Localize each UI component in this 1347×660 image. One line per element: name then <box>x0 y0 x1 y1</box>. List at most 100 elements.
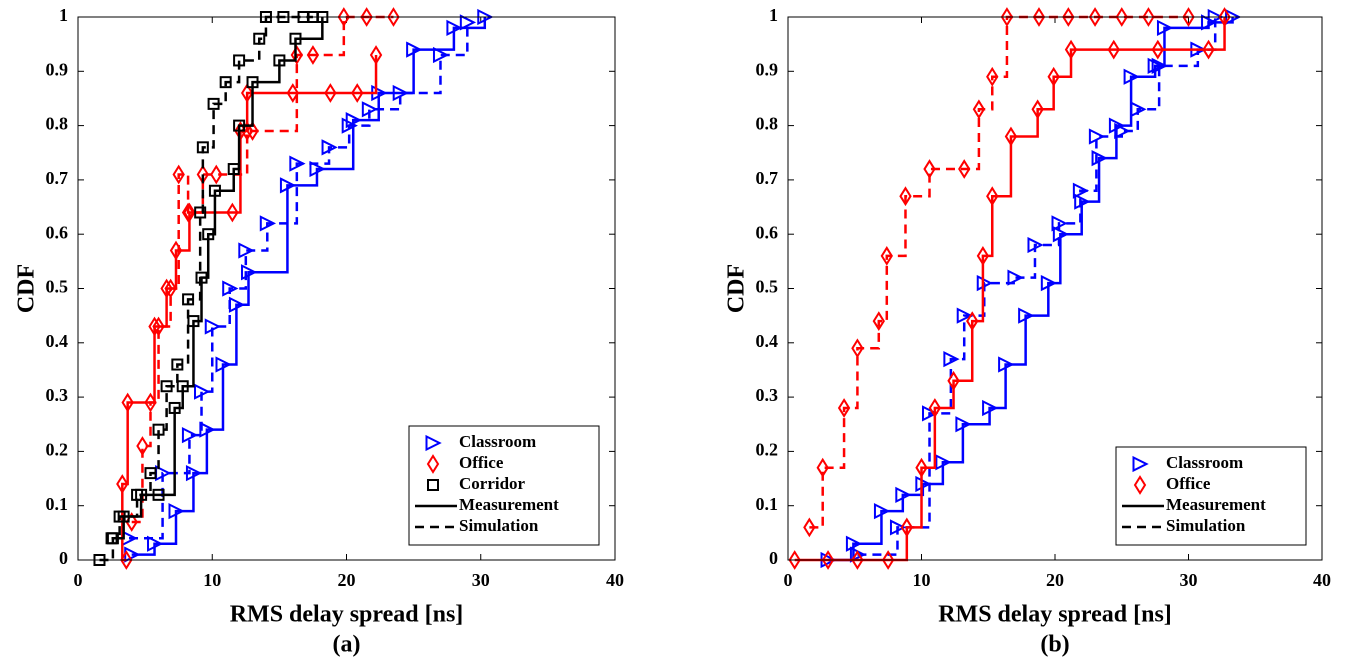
cdf-line <box>857 17 1217 556</box>
marker <box>1182 7 1195 27</box>
y-tick-label: 0.6 <box>756 222 779 242</box>
y-tick-label: 0.2 <box>46 440 69 460</box>
marker <box>227 163 240 176</box>
marker <box>982 399 999 417</box>
marker <box>351 83 364 103</box>
marker <box>196 141 209 154</box>
marker <box>1108 117 1126 134</box>
x-tick-label: 30 <box>1180 570 1198 590</box>
marker <box>152 316 165 337</box>
marker <box>253 32 266 45</box>
legend-label: Measurement <box>1166 495 1266 514</box>
marker <box>958 159 971 179</box>
marker <box>998 356 1015 373</box>
marker <box>1007 269 1024 286</box>
marker <box>204 318 221 335</box>
marker <box>1123 68 1140 85</box>
marker <box>1218 7 1231 27</box>
marker <box>392 84 409 102</box>
marker <box>290 45 304 65</box>
marker <box>187 315 200 328</box>
marker <box>181 202 195 223</box>
marker <box>1132 455 1149 473</box>
marker <box>238 242 255 259</box>
marker <box>986 66 999 87</box>
y-tick-label: 0.1 <box>46 494 69 514</box>
marker <box>246 76 259 89</box>
marker <box>289 155 306 172</box>
x-tick-label: 0 <box>784 570 793 590</box>
marker <box>803 517 816 538</box>
marker <box>1114 122 1131 140</box>
marker <box>1151 57 1168 74</box>
marker <box>289 32 302 45</box>
marker <box>851 338 864 359</box>
marker <box>928 398 942 418</box>
marker <box>194 383 211 400</box>
marker <box>208 184 221 197</box>
marker <box>147 535 164 552</box>
x-axis-label: RMS delay spread [ns] <box>230 602 464 628</box>
marker <box>226 202 239 223</box>
marker <box>1202 39 1215 60</box>
marker <box>1027 236 1044 254</box>
y-tick-label: 0.4 <box>756 331 779 351</box>
marker <box>195 271 208 284</box>
marker <box>113 510 126 523</box>
marker <box>1062 7 1075 27</box>
marker <box>1142 7 1155 27</box>
marker <box>1156 19 1174 36</box>
marker <box>1130 101 1147 118</box>
legend-label: Classroom <box>459 432 536 451</box>
marker <box>181 426 199 444</box>
y-tick-label: 1 <box>769 5 778 25</box>
marker <box>152 488 165 501</box>
cdf-line <box>99 15 313 562</box>
legend-label: Simulation <box>459 516 539 535</box>
marker <box>845 535 863 552</box>
marker <box>459 14 477 31</box>
marker <box>160 278 173 299</box>
marker <box>306 45 320 65</box>
marker <box>1074 193 1091 210</box>
axes-box <box>787 16 1323 561</box>
marker <box>183 202 196 223</box>
marker <box>106 532 119 545</box>
marker <box>1018 307 1035 324</box>
marker <box>121 392 134 413</box>
marker <box>120 550 133 570</box>
marker <box>1052 226 1070 243</box>
marker <box>341 117 358 134</box>
marker <box>202 228 215 241</box>
marker <box>881 550 895 570</box>
y-tick-label: 0.2 <box>756 440 779 460</box>
marker <box>425 434 442 452</box>
marker <box>1147 57 1164 74</box>
y-tick-label: 0.8 <box>46 114 69 134</box>
marker <box>900 517 913 538</box>
marker <box>1004 126 1018 147</box>
y-tick-label: 0.3 <box>756 385 779 405</box>
y-tick-label: 0.8 <box>756 114 779 134</box>
marker <box>144 467 157 480</box>
marker <box>986 186 999 207</box>
marker <box>361 101 379 118</box>
marker <box>426 454 440 474</box>
cdf-line <box>131 15 394 524</box>
marker <box>899 186 912 207</box>
marker <box>194 206 207 219</box>
y-tick-label: 0.5 <box>46 277 69 297</box>
marker <box>1107 39 1120 60</box>
cdf-line <box>794 17 1226 562</box>
y-tick-label: 0.5 <box>756 277 779 297</box>
marker <box>915 475 932 493</box>
marker <box>1040 274 1058 292</box>
legend-label: Corridor <box>459 474 526 493</box>
y-tick-label: 0.9 <box>756 59 779 79</box>
marker <box>1115 7 1128 27</box>
marker <box>1133 475 1147 495</box>
marker <box>233 54 246 67</box>
marker <box>148 316 161 337</box>
y-tick-label: 0 <box>59 548 68 568</box>
